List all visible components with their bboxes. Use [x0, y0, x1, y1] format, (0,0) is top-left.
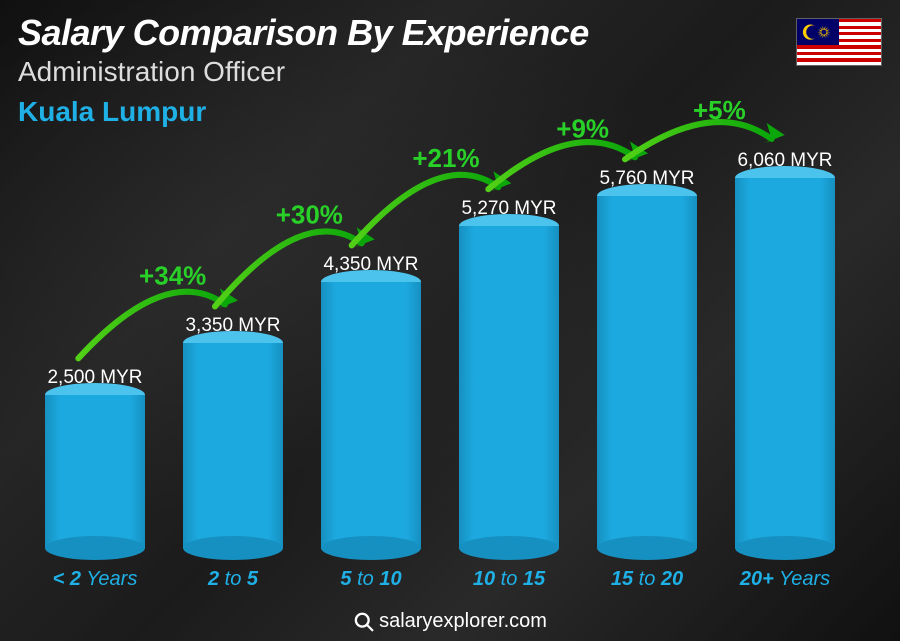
category-label: < 2 Years [53, 568, 138, 591]
chart-subtitle: Administration Officer [18, 56, 285, 88]
bar [597, 196, 697, 548]
svg-text:+5%: +5% [693, 95, 746, 125]
search-icon [353, 611, 375, 633]
category-label: 5 to 10 [340, 568, 401, 591]
bar [183, 343, 283, 548]
bar [735, 178, 835, 548]
malaysia-flag-icon [796, 18, 882, 66]
chart-column: 4,350 MYR 5 to 10 [306, 254, 436, 591]
chart-column: 2,500 MYR < 2 Years [30, 367, 160, 591]
chart-title: Salary Comparison By Experience [18, 12, 589, 54]
category-label: 2 to 5 [208, 568, 258, 591]
source-attribution: salaryexplorer.com [353, 610, 547, 633]
chart-column: 5,760 MYR 15 to 20 [582, 168, 712, 591]
chart-location: Kuala Lumpur [18, 96, 206, 128]
category-label: 15 to 20 [611, 568, 683, 591]
chart-column: 3,350 MYR 2 to 5 [168, 315, 298, 591]
chart-column: 5,270 MYR 10 to 15 [444, 198, 574, 591]
bar [321, 282, 421, 548]
chart-container: Salary Comparison By Experience Administ… [0, 0, 900, 641]
bar [459, 226, 559, 548]
bar [45, 395, 145, 548]
source-text: salaryexplorer.com [379, 610, 547, 633]
bar-chart: 2,500 MYR < 2 Years 3,350 MYR 2 to 5 4,3… [30, 131, 850, 591]
chart-column: 6,060 MYR 20+ Years [720, 150, 850, 591]
category-label: 20+ Years [740, 568, 830, 591]
category-label: 10 to 15 [473, 568, 545, 591]
